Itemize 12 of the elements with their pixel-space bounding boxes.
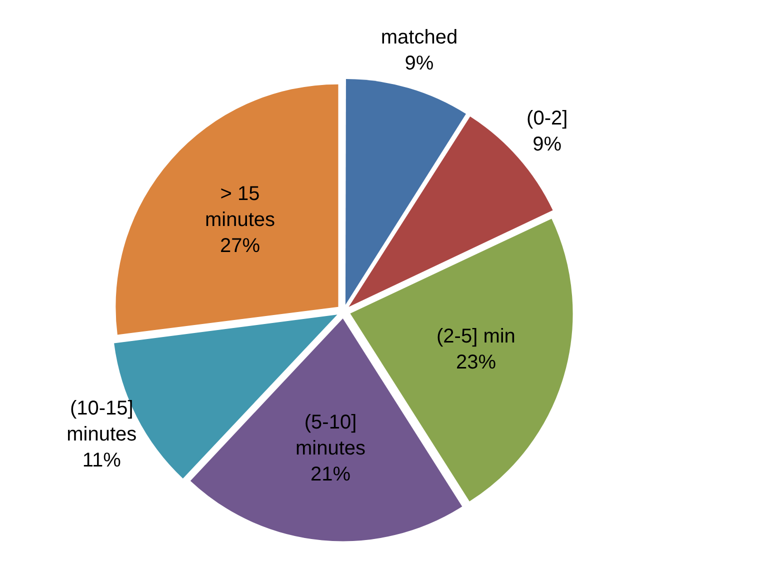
slice-label: (5-10] minutes [296, 411, 366, 460]
data-label: 9% [532, 134, 562, 156]
data-label: 23% [456, 352, 496, 374]
slice-label: (10-15] minutes [66, 397, 137, 446]
data-label: 27% [220, 234, 260, 257]
data-label: 21% [310, 463, 351, 486]
slice-label: (0-2] [526, 108, 568, 130]
slice-label: (2-5] min [436, 326, 516, 348]
data-label: 9% [404, 52, 434, 74]
data-label: 11% [82, 449, 122, 472]
slice-label: > 15 minutes [205, 182, 276, 231]
slice-label: matched [380, 26, 458, 48]
